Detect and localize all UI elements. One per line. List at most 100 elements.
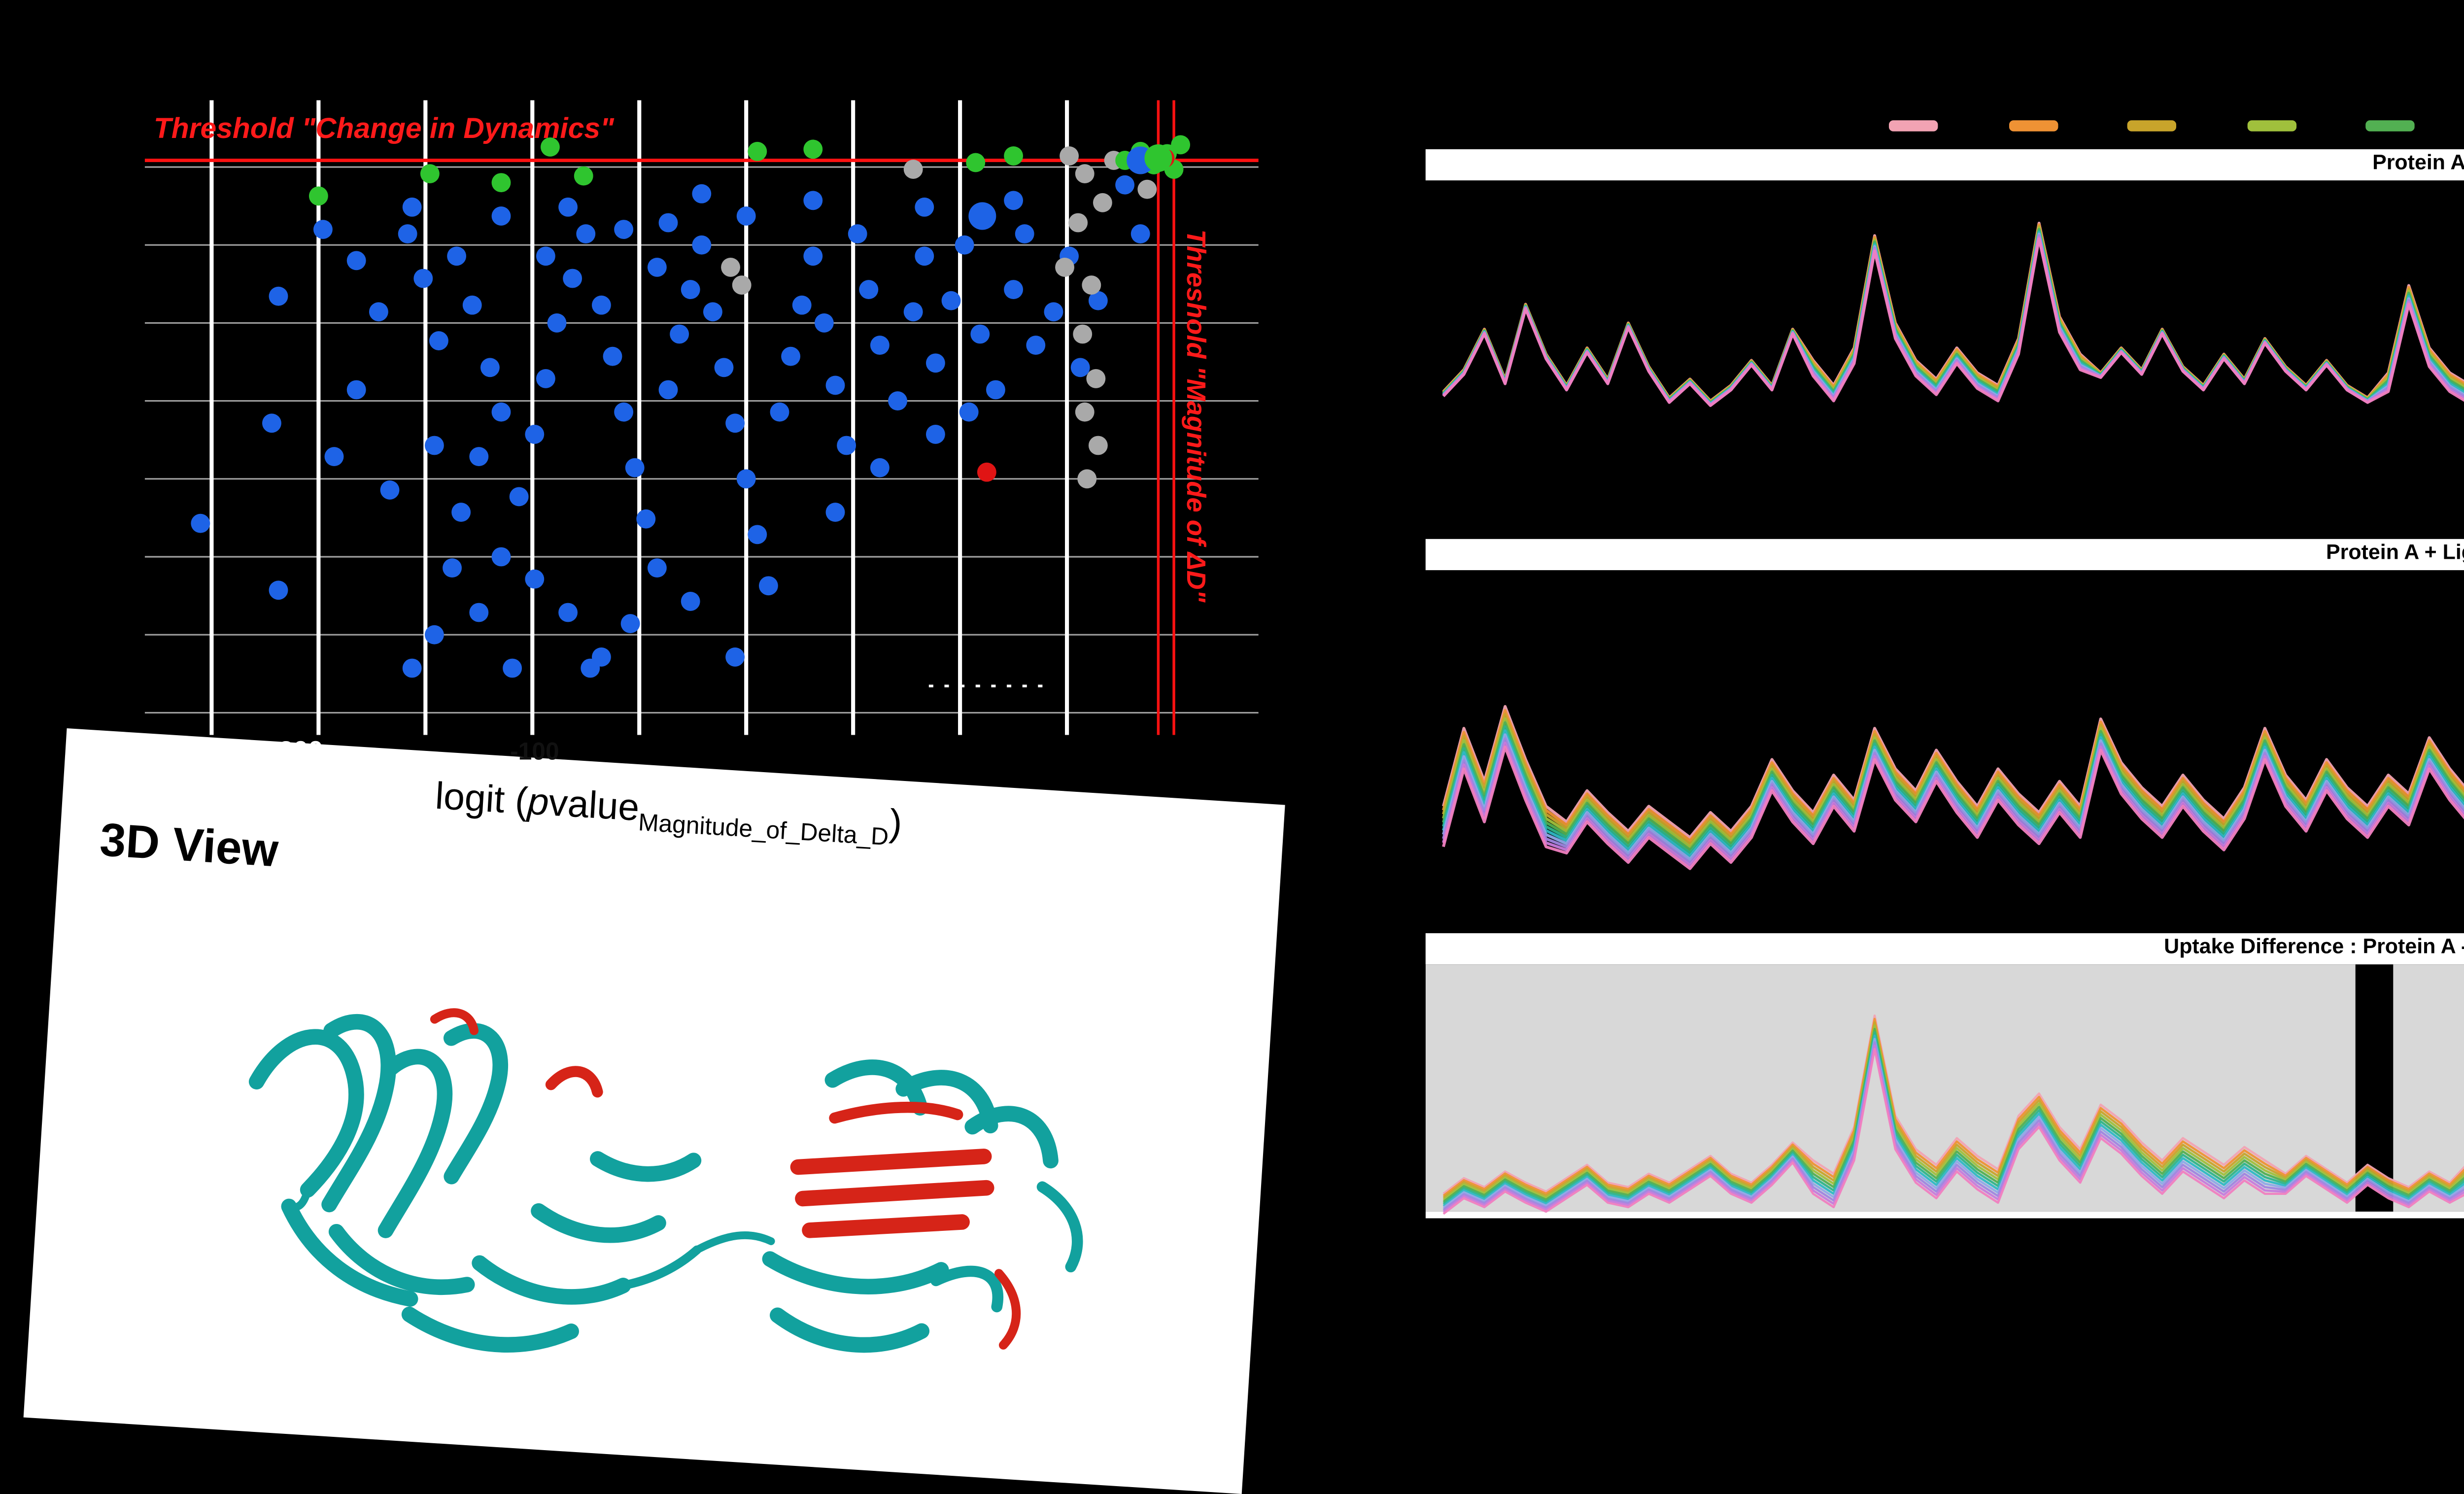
scatter-point-blue[interactable]: [603, 346, 622, 366]
scatter-point-blue[interactable]: [859, 280, 879, 300]
scatter-point-blue[interactable]: [1070, 358, 1090, 377]
scatter-point-green[interactable]: [1171, 135, 1191, 155]
scatter-point-blue[interactable]: [959, 402, 979, 422]
scatter-point-blue[interactable]: [748, 525, 767, 544]
scatter-point-blue[interactable]: [1015, 224, 1034, 244]
scatter-point-gray[interactable]: [732, 275, 752, 295]
scatter-point-gray[interactable]: [1055, 257, 1074, 277]
scatter-point-blue[interactable]: [491, 402, 511, 422]
scatter-point-gray[interactable]: [721, 257, 740, 277]
scatter-point-blue[interactable]: [563, 269, 582, 288]
scatter-point-blue[interactable]: [491, 547, 511, 567]
scatter-point-blue[interactable]: [429, 331, 448, 350]
scatter-point-blue[interactable]: [803, 246, 823, 266]
protein-structure-viewport[interactable]: [103, 862, 1248, 1466]
uptake-chart-protein-a[interactable]: [1426, 180, 2464, 523]
scatter-point-blue[interactable]: [870, 458, 890, 477]
scatter-point-blue[interactable]: [736, 469, 756, 489]
scatter-point-green-large[interactable]: [1144, 144, 1172, 172]
scatter-point-gray[interactable]: [1073, 324, 1093, 344]
scatter-point-blue[interactable]: [269, 286, 288, 306]
scatter-point-blue[interactable]: [647, 558, 667, 578]
scatter-point-blue[interactable]: [462, 295, 482, 315]
scatter-point-blue[interactable]: [1004, 191, 1024, 210]
scatter-point-blue[interactable]: [837, 436, 856, 455]
scatter-point-blue[interactable]: [925, 353, 945, 373]
scatter-point-blue[interactable]: [658, 213, 678, 233]
scatter-point-blue[interactable]: [380, 480, 400, 500]
scatter-point-blue[interactable]: [402, 197, 422, 217]
scatter-point-blue[interactable]: [955, 235, 974, 255]
scatter-point-blue[interactable]: [915, 197, 934, 217]
scatter-point-gray[interactable]: [1075, 402, 1095, 422]
scatter-point-blue[interactable]: [692, 235, 712, 255]
scatter-point-gray[interactable]: [1082, 275, 1101, 295]
scatter-point-blue[interactable]: [681, 591, 700, 611]
scatter-point-blue[interactable]: [1088, 291, 1108, 310]
scatter-point-blue[interactable]: [792, 295, 812, 315]
scatter-point-blue[interactable]: [469, 447, 489, 467]
scatter-point-blue[interactable]: [346, 380, 366, 400]
scatter-point-blue[interactable]: [658, 380, 678, 400]
scatter-point-blue[interactable]: [402, 658, 422, 678]
volcano-scatter-chart[interactable]: [144, 100, 1259, 735]
scatter-point-blue[interactable]: [447, 246, 467, 266]
scatter-point-blue[interactable]: [1115, 175, 1135, 195]
scatter-point-blue[interactable]: [525, 569, 545, 589]
scatter-point-blue[interactable]: [558, 197, 578, 217]
scatter-point-blue[interactable]: [269, 580, 288, 600]
scatter-point-gray[interactable]: [1137, 179, 1157, 199]
scatter-point-blue[interactable]: [986, 380, 1005, 400]
scatter-point-blue[interactable]: [725, 413, 745, 433]
scatter-point-green[interactable]: [308, 186, 328, 206]
scatter-point-blue[interactable]: [503, 658, 522, 678]
scatter-point-blue[interactable]: [191, 513, 210, 533]
scatter-point-blue[interactable]: [736, 206, 756, 226]
scatter-point-blue[interactable]: [451, 503, 471, 522]
scatter-point-green[interactable]: [966, 153, 986, 172]
scatter-point-blue[interactable]: [692, 184, 712, 204]
scatter-point-blue[interactable]: [870, 336, 890, 355]
scatter-point-blue-large[interactable]: [968, 202, 996, 230]
scatter-point-blue[interactable]: [398, 224, 417, 244]
scatter-point-blue[interactable]: [825, 375, 845, 395]
scatter-point-blue[interactable]: [625, 458, 645, 477]
scatter-point-blue[interactable]: [925, 424, 945, 444]
scatter-point-blue[interactable]: [758, 576, 778, 596]
scatter-point-blue[interactable]: [424, 625, 444, 645]
scatter-point-green[interactable]: [1004, 146, 1024, 166]
scatter-point-blue[interactable]: [576, 224, 596, 244]
scatter-point-red[interactable]: [977, 462, 996, 482]
scatter-point-blue[interactable]: [480, 358, 500, 377]
scatter-point-blue[interactable]: [1130, 224, 1150, 244]
scatter-point-blue[interactable]: [313, 220, 333, 239]
scatter-point-blue[interactable]: [888, 391, 907, 411]
uptake-difference-chart[interactable]: [1425, 964, 2464, 1219]
scatter-point-gray[interactable]: [1086, 369, 1106, 388]
scatter-point-blue[interactable]: [509, 487, 529, 507]
scatter-point-blue[interactable]: [714, 358, 734, 377]
scatter-point-blue[interactable]: [1026, 336, 1046, 355]
scatter-point-blue[interactable]: [558, 603, 578, 622]
scatter-point-blue[interactable]: [346, 251, 366, 271]
scatter-point-green[interactable]: [748, 141, 767, 161]
scatter-point-blue[interactable]: [424, 436, 444, 455]
scatter-point-blue[interactable]: [725, 647, 745, 667]
scatter-point-blue[interactable]: [620, 614, 640, 634]
scatter-point-blue[interactable]: [941, 291, 961, 310]
scatter-point-green[interactable]: [803, 139, 823, 159]
scatter-point-blue[interactable]: [970, 324, 990, 344]
scatter-point-blue[interactable]: [581, 658, 600, 678]
scatter-point-blue[interactable]: [903, 302, 923, 322]
scatter-point-blue[interactable]: [770, 402, 789, 422]
uptake-chart-protein-a-ligand[interactable]: [1426, 570, 2464, 913]
scatter-point-gray[interactable]: [1060, 146, 1079, 166]
scatter-point-green[interactable]: [541, 137, 560, 157]
scatter-point-green[interactable]: [491, 173, 511, 193]
scatter-point-blue[interactable]: [536, 246, 555, 266]
scatter-point-blue[interactable]: [814, 313, 834, 333]
scatter-point-gray[interactable]: [1077, 469, 1097, 489]
scatter-point-gray[interactable]: [1093, 193, 1112, 212]
scatter-point-blue[interactable]: [681, 280, 700, 300]
scatter-point-blue[interactable]: [525, 424, 545, 444]
